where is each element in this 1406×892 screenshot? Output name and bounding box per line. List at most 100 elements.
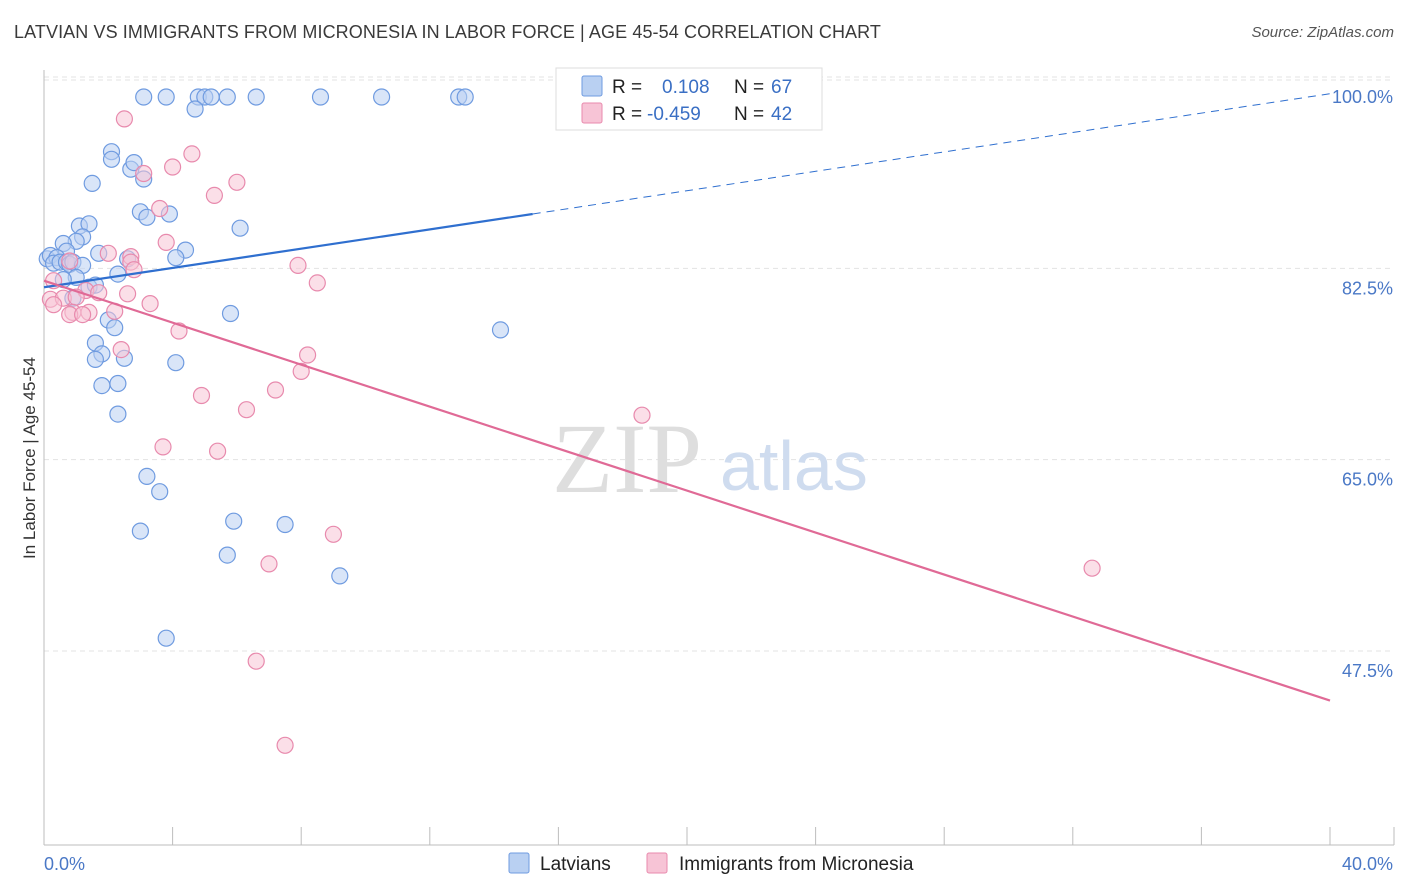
x-tick-label: 0.0% <box>44 854 85 874</box>
micronesia-point <box>633 406 651 424</box>
latvian-point <box>218 88 236 106</box>
x-ticks <box>43 827 1395 845</box>
latvian-point <box>131 522 149 540</box>
micronesia-point <box>183 145 201 163</box>
micronesia-point <box>192 386 211 405</box>
latvian-point <box>311 88 330 106</box>
data-points <box>38 88 1101 754</box>
latvian-point <box>138 208 156 226</box>
latvian-point <box>106 319 124 337</box>
latvian-point <box>491 321 510 339</box>
legend-n-value: 67 <box>771 77 792 98</box>
latvian-point <box>157 88 175 106</box>
source-credit: Source: ZipAtlas.com <box>1251 24 1394 41</box>
gridlines <box>44 76 1394 652</box>
micronesia-point <box>118 285 137 303</box>
micronesia-point <box>151 199 169 218</box>
latvian-point <box>221 304 240 323</box>
legend-r-label: R = <box>612 104 642 125</box>
micronesia-point <box>276 736 294 754</box>
watermark-atlas: atlas <box>720 427 868 505</box>
latvian-point <box>167 354 185 372</box>
micronesia-point <box>73 306 92 324</box>
latvian-point <box>202 88 220 106</box>
watermark-zip: ZIP <box>552 403 702 514</box>
micronesia-trend-line <box>43 279 1331 702</box>
micronesia-point <box>154 438 172 456</box>
latvian-point <box>373 88 391 106</box>
y-tick-label: 82.5% <box>1342 278 1393 298</box>
micronesia-point <box>209 442 227 460</box>
legend-swatch-micronesia <box>581 102 603 124</box>
series-legend-swatch-micronesia <box>646 852 668 874</box>
y-tick-labels: 47.5% 65.0% 82.5% 100.0% <box>1332 87 1393 681</box>
y-tick-label: 100.0% <box>1332 87 1393 107</box>
micronesia-point <box>157 233 175 251</box>
micronesia-point <box>99 244 117 262</box>
latvian-point <box>218 546 236 564</box>
latvians-trend-line <box>43 212 533 289</box>
chart-title: LATVIAN VS IMMIGRANTS FROM MICRONESIA IN… <box>14 22 882 42</box>
legend-n-value: 42 <box>771 104 792 125</box>
micronesia-point <box>237 401 256 419</box>
micronesia-point <box>164 158 182 176</box>
micronesia-point <box>292 362 310 380</box>
y-tick-label: 47.5% <box>1342 661 1393 681</box>
latvian-point <box>331 567 349 585</box>
micronesia-point <box>308 274 326 292</box>
latvian-point <box>186 100 204 118</box>
micronesia-point <box>260 555 278 573</box>
latvian-point <box>109 374 127 393</box>
latvian-point <box>247 88 265 106</box>
latvian-point <box>167 249 185 267</box>
micronesia-point <box>299 346 317 364</box>
legend-n-label: N = <box>734 77 764 98</box>
axes <box>43 70 1394 846</box>
x-tick-labels: 0.0% 40.0% <box>44 854 1393 874</box>
y-tick-label: 65.0% <box>1342 470 1393 490</box>
stats-legend: R = 0.108 N = 67 R = -0.459 N = 42 <box>555 67 823 131</box>
latvian-point <box>102 150 121 168</box>
micronesia-point <box>247 652 265 670</box>
micronesia-point <box>324 525 342 543</box>
latvian-point <box>276 515 294 534</box>
latvian-point <box>135 88 153 106</box>
legend-swatch-latvians <box>581 75 603 97</box>
latvian-point <box>138 467 156 485</box>
legend-r-value: -0.459 <box>647 104 701 125</box>
y-axis-title: In Labor Force | Age 45-54 <box>20 357 39 559</box>
micronesia-point <box>61 252 79 270</box>
series-legend-label: Immigrants from Micronesia <box>679 854 914 875</box>
latvian-point <box>86 350 105 368</box>
watermark: ZIP atlas <box>552 403 868 514</box>
latvian-point <box>109 405 127 423</box>
micronesia-point <box>44 296 63 314</box>
micronesia-point <box>228 173 246 191</box>
legend-r-value: 0.108 <box>662 77 710 98</box>
latvian-point <box>83 174 101 192</box>
micronesia-point <box>289 256 307 274</box>
micronesia-point <box>112 341 130 359</box>
latvian-point <box>151 483 169 501</box>
x-tick-label: 40.0% <box>1342 854 1393 874</box>
micronesia-point <box>141 295 159 313</box>
latvian-point <box>231 219 249 237</box>
series-legend: Latvians Immigrants from Micronesia <box>508 852 914 875</box>
legend-r-label: R = <box>612 77 642 98</box>
latvian-point <box>225 512 243 530</box>
trend-lines <box>43 93 1331 702</box>
latvian-point <box>109 265 127 283</box>
series-legend-label: Latvians <box>540 854 611 875</box>
latvian-point <box>125 154 143 172</box>
latvian-point <box>456 88 474 106</box>
series-legend-swatch-latvians <box>508 852 530 874</box>
micronesia-point <box>205 186 223 204</box>
micronesia-point <box>1083 559 1101 577</box>
micronesia-point <box>115 110 134 128</box>
micronesia-point <box>266 381 285 399</box>
latvian-point <box>157 629 175 647</box>
latvian-point <box>93 377 111 395</box>
legend-n-label: N = <box>734 104 764 125</box>
micronesia-point <box>135 164 153 183</box>
